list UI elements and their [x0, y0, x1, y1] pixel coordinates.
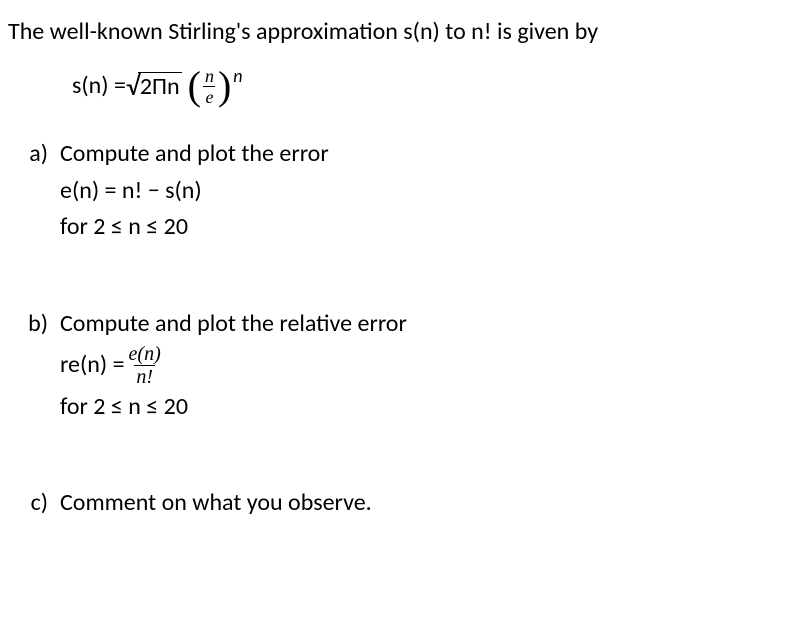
exponent: n	[233, 64, 242, 88]
right-paren-icon: )	[218, 66, 231, 106]
re-denominator: n!	[134, 365, 155, 387]
re-numerator: e(n)	[127, 344, 163, 365]
fraction-n-over-e: n e	[203, 67, 216, 106]
part-b-label: b)	[8, 308, 60, 340]
main-formula: s(n) = √ 2Πn ( n e ) n	[72, 66, 783, 106]
part-b: b) Compute and plot the relative error r…	[8, 308, 783, 424]
sqrt-body: 2Πn	[138, 72, 182, 100]
part-a-label: a)	[8, 138, 60, 170]
intro-text: The well-known Stirling's approximation …	[8, 16, 783, 48]
part-a-range: for 2 ≤ n ≤ 20	[60, 211, 783, 243]
part-b-line1: Compute and plot the relative error	[60, 308, 783, 340]
part-a: a) Compute and plot the error e(n) = n! …	[8, 138, 783, 243]
fraction-denominator: e	[203, 86, 215, 106]
part-c-body: Comment on what you observe.	[60, 487, 783, 519]
sqrt: √ 2Πn	[126, 72, 182, 100]
fraction-numerator: n	[203, 67, 216, 86]
part-b-body: Compute and plot the relative error re(n…	[60, 308, 783, 424]
part-a-formula: e(n) = n! − s(n)	[60, 175, 783, 207]
part-b-formula: re(n) = e(n) n!	[60, 344, 165, 387]
left-paren-icon: (	[188, 66, 201, 106]
formula-lhs: s(n) =	[72, 70, 126, 102]
part-c-line1: Comment on what you observe.	[60, 487, 783, 519]
part-b-range: for 2 ≤ n ≤ 20	[60, 391, 783, 423]
document-page: The well-known Stirling's approximation …	[0, 0, 791, 520]
part-c-label: c)	[8, 487, 60, 519]
part-a-line1: Compute and plot the error	[60, 138, 783, 170]
part-c: c) Comment on what you observe.	[8, 487, 783, 519]
part-a-body: Compute and plot the error e(n) = n! − s…	[60, 138, 783, 243]
re-fraction: e(n) n!	[127, 344, 163, 387]
re-lhs: re(n) =	[60, 349, 125, 381]
